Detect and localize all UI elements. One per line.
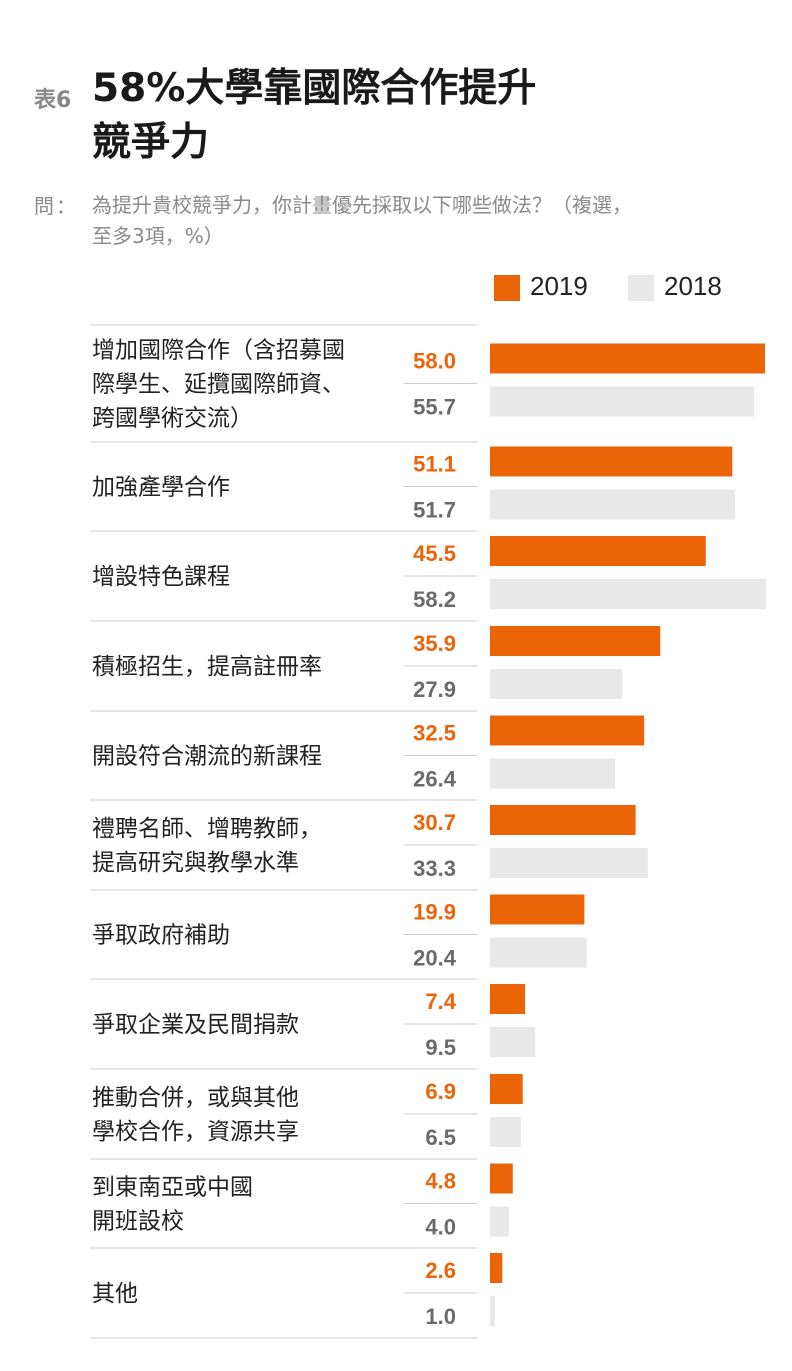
value-label-2018: 26.4 <box>413 767 457 792</box>
legend-swatch-2019 <box>494 275 520 301</box>
category-label: 增設特色課程 <box>92 564 230 590</box>
bar-2019 <box>490 536 706 566</box>
bar-2019 <box>490 894 585 925</box>
value-label-2018: 55.7 <box>413 395 456 420</box>
bar-2019 <box>490 715 645 746</box>
category-label: 跨國學術交流） <box>92 406 253 432</box>
bar-2018 <box>490 669 623 699</box>
bar-2019 <box>490 1253 503 1283</box>
question-line-1: 為提升貴校競爭力，你計畫優先採取以下哪些做法？（複選， <box>92 193 632 217</box>
bar-2019 <box>490 1163 513 1194</box>
value-label-2019: 30.7 <box>413 810 456 835</box>
chart-title-line-1: 58%大學靠國際合作提升 <box>92 66 537 111</box>
category-label: 推動合併，或與其他 <box>92 1085 299 1111</box>
value-label-2018: 51.7 <box>413 498 456 523</box>
value-label-2019: 6.9 <box>425 1079 456 1104</box>
category-label: 增加國際合作（含招募國 <box>92 338 345 364</box>
bar-2018 <box>490 1117 521 1147</box>
bar-2019 <box>490 805 636 835</box>
value-label-2018: 6.5 <box>425 1125 456 1150</box>
question-text: 為提升貴校競爭力，你計畫優先採取以下哪些做法？（複選， 至多3項，%） <box>92 190 752 252</box>
bar-2018 <box>490 758 616 789</box>
category-label: 學校合作，資源共享 <box>92 1119 299 1145</box>
category-label: 其他 <box>92 1281 138 1307</box>
category-label: 爭取企業及民間捐款 <box>92 1012 299 1038</box>
category-label: 爭取政府補助 <box>92 923 230 949</box>
category-label: 到東南亞或中國 <box>92 1175 253 1201</box>
category-label: 禮聘名師、增聘教師， <box>92 816 322 842</box>
bar-2019 <box>490 343 766 374</box>
value-label-2018: 20.4 <box>413 946 457 971</box>
value-label-2018: 27.9 <box>413 677 456 702</box>
legend-swatch-2018 <box>628 275 654 301</box>
value-label-2018: 9.5 <box>425 1035 456 1060</box>
question-prefix: 問： <box>34 194 78 218</box>
bar-2018 <box>490 489 736 520</box>
value-label-2019: 19.9 <box>413 900 456 925</box>
category-label: 際學生、延攬國際師資、 <box>92 372 345 398</box>
value-label-2019: 35.9 <box>413 631 456 656</box>
bar-2018 <box>490 579 766 609</box>
bar-2018 <box>490 1206 509 1237</box>
value-label-2019: 32.5 <box>413 721 456 746</box>
legend-label-2018: 2018 <box>664 271 722 301</box>
value-label-2019: 4.8 <box>425 1169 456 1194</box>
value-label-2019: 2.6 <box>425 1258 456 1283</box>
category-label: 積極招生，提高註冊率 <box>92 654 322 680</box>
bar-2019 <box>490 626 661 656</box>
question-line-2: 至多3項，%） <box>92 224 224 248</box>
value-label-2019: 51.1 <box>413 452 456 477</box>
category-label: 開班設校 <box>92 1209 184 1235</box>
table-number-tag: 表6 <box>34 88 72 113</box>
value-label-2018: 33.3 <box>413 856 456 881</box>
bar-2019 <box>490 984 526 1014</box>
value-label-2018: 1.0 <box>425 1304 456 1329</box>
value-label-2018: 4.0 <box>425 1215 456 1240</box>
bar-2018 <box>490 1027 536 1057</box>
category-label: 開設符合潮流的新課程 <box>92 744 322 770</box>
bar-2018 <box>490 937 587 968</box>
value-label-2018: 58.2 <box>413 587 456 612</box>
value-label-2019: 45.5 <box>413 541 456 566</box>
category-label: 提高研究與教學水準 <box>92 850 299 876</box>
chart-title: 58%大學靠國際合作提升 競爭力 <box>92 62 652 170</box>
bar-2018 <box>490 1296 495 1326</box>
legend-label-2019: 2019 <box>530 271 588 301</box>
bar-2019 <box>490 446 733 477</box>
bar-2018 <box>490 386 755 417</box>
bar-2018 <box>490 848 648 878</box>
category-label: 加強產學合作 <box>92 475 230 501</box>
value-label-2019: 58.0 <box>413 349 456 374</box>
value-label-2019: 7.4 <box>425 989 456 1014</box>
bar-2019 <box>490 1074 523 1104</box>
chart-title-line-2: 競爭力 <box>92 120 210 165</box>
